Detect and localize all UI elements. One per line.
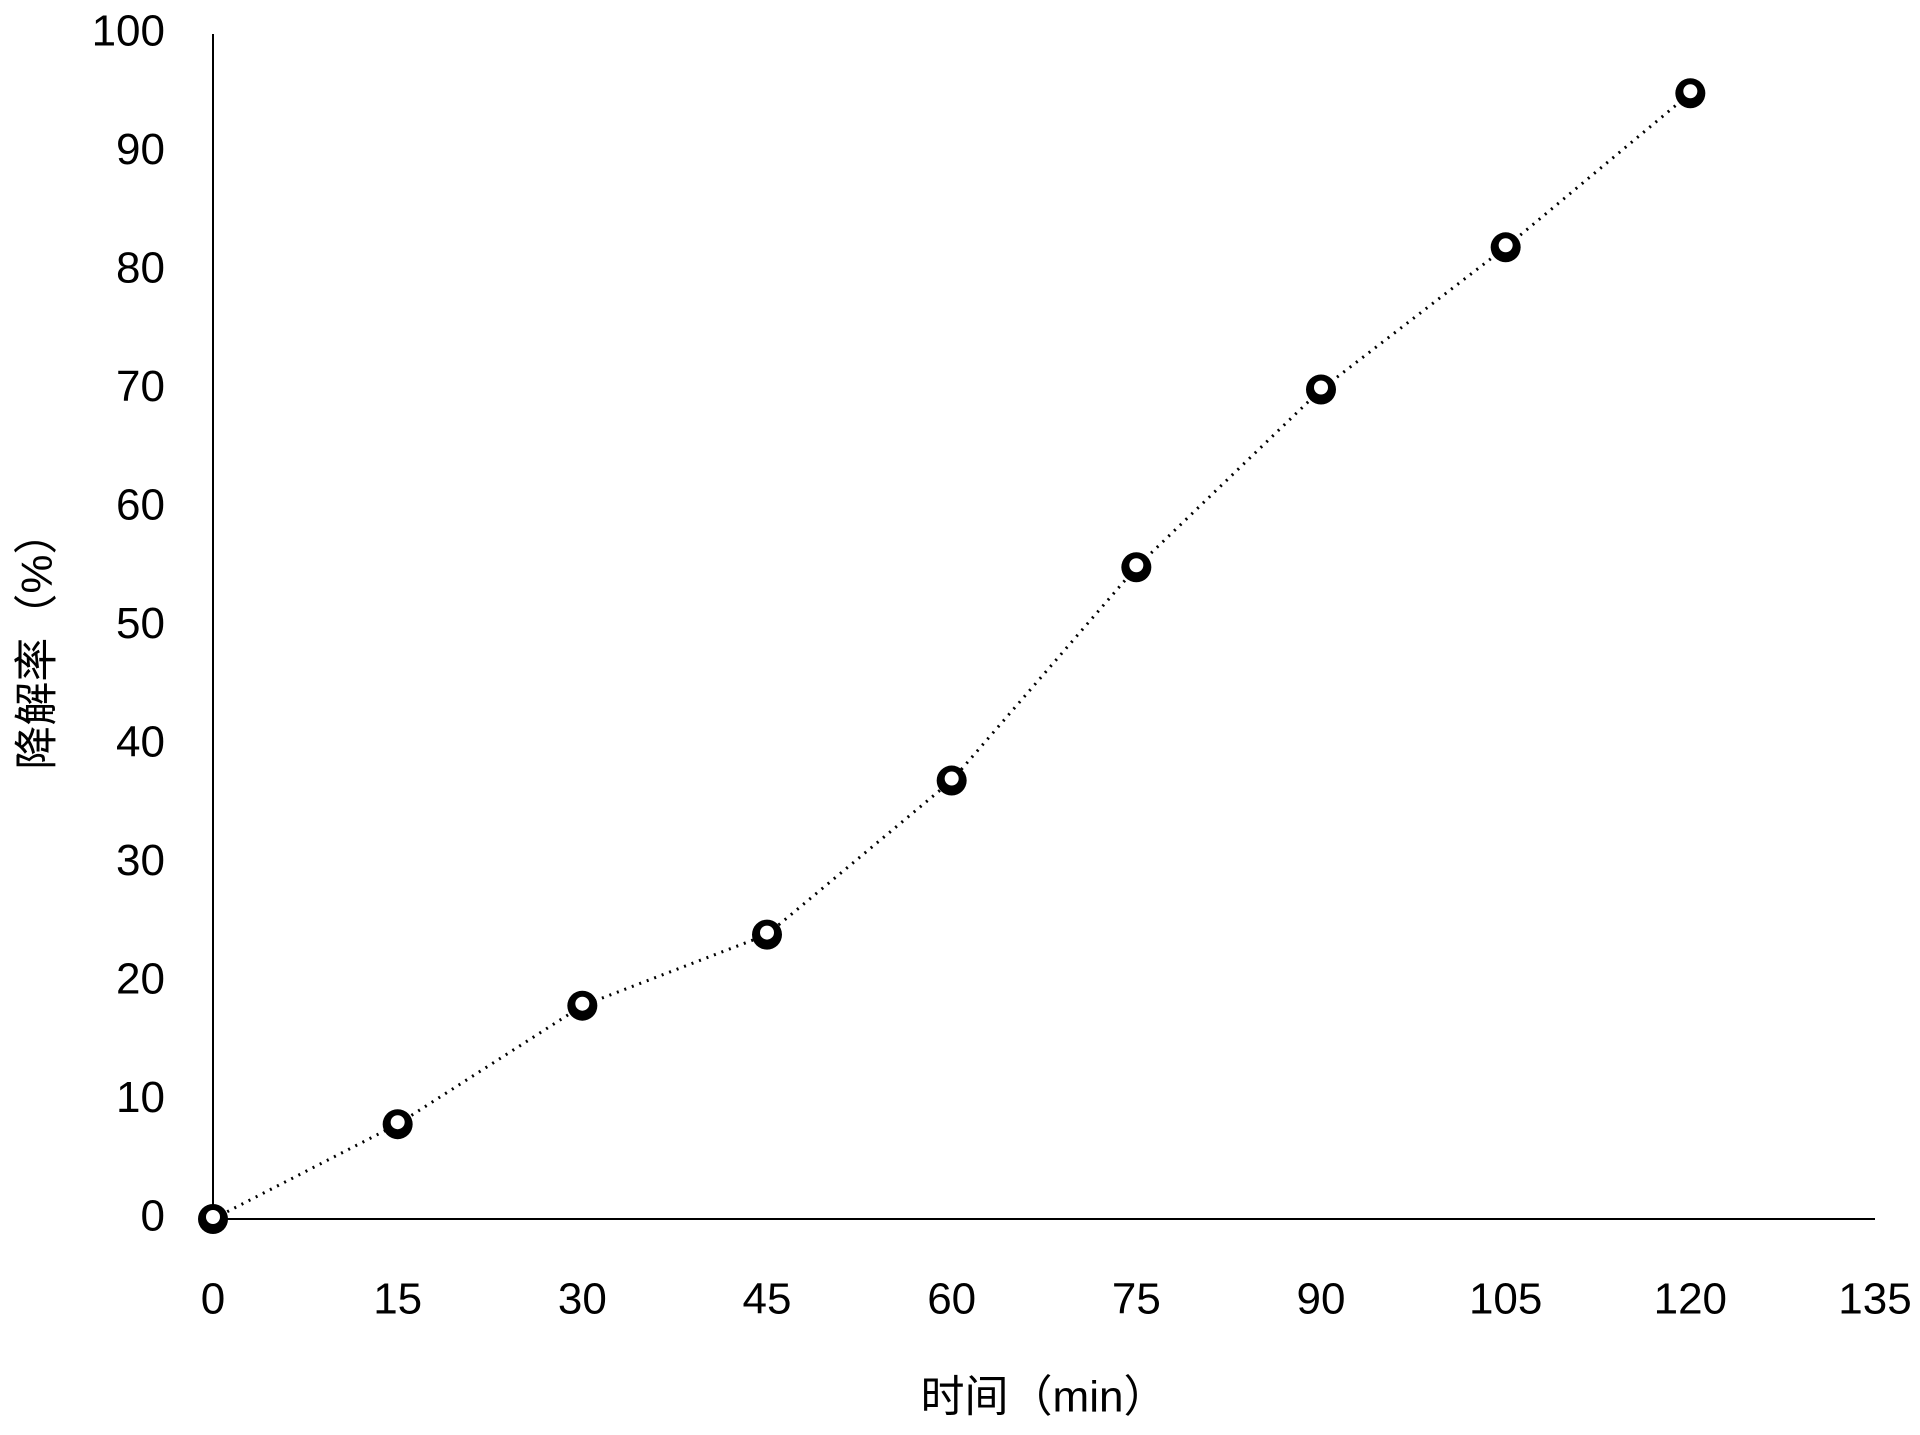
y-tick-label: 70 [116,362,165,411]
data-point [382,1109,413,1140]
x-tick-label: 30 [558,1275,607,1324]
y-tick-label: 30 [116,836,165,885]
x-tick-label: 0 [201,1275,225,1324]
y-tick-label: 100 [92,7,165,56]
y-tick-label: 60 [116,481,165,530]
x-tick-label: 60 [927,1275,976,1324]
y-tick-label: 90 [116,125,165,174]
series-line [212,92,1692,1221]
x-tick-label: 105 [1469,1275,1542,1324]
y-tick-label: 80 [116,244,165,293]
x-tick-label: 45 [743,1275,792,1324]
y-tick-label: 20 [116,955,165,1004]
data-point [1121,552,1152,583]
x-tick-label: 90 [1297,1275,1346,1324]
y-tick-label: 40 [116,718,165,767]
x-tick-label: 15 [373,1275,422,1324]
data-point [198,1204,228,1234]
y-tick-label: 50 [116,599,165,648]
data-point [1675,78,1706,109]
y-tick-label: 10 [116,1073,165,1122]
x-axis-title: 时间（min） [921,1373,1168,1422]
data-point [936,765,967,796]
x-tick-label: 120 [1654,1275,1727,1324]
x-tick-label: 135 [1838,1275,1911,1324]
data-point [1490,232,1521,263]
x-tick-label: 75 [1112,1275,1161,1324]
data-point [1306,374,1336,405]
data-point [567,990,598,1021]
data-point [752,919,782,950]
y-tick-label: 0 [141,1192,165,1241]
y-axis-title: 降解率（%） [13,510,62,769]
